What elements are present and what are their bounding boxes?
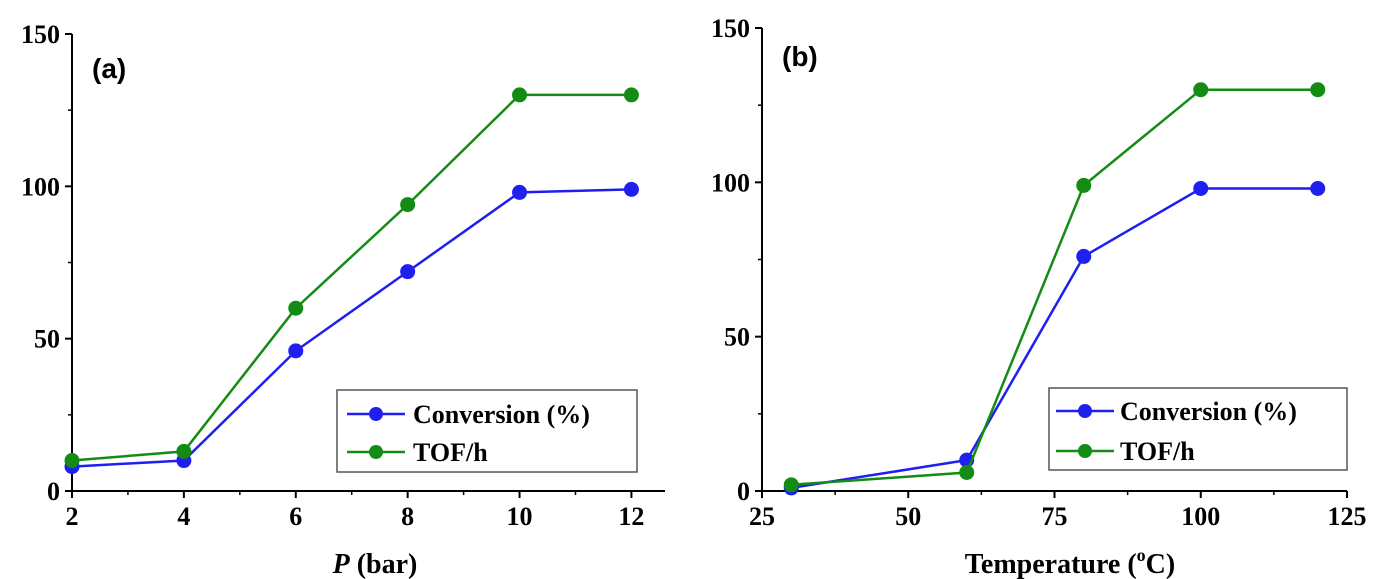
panel-a-x-tick-label: 2 [66, 502, 79, 531]
panel-b-y-tick-label: 0 [737, 477, 750, 506]
panel-a-point-tof [288, 300, 304, 316]
panel-a-point-tof [623, 87, 639, 103]
panel-b-xlabel-end: C) [1146, 549, 1176, 579]
panel-b-y-tick-label: 100 [711, 168, 750, 197]
panel-b-y-tick-label: 50 [724, 323, 750, 352]
panel-a-y-tick-label: 0 [47, 477, 60, 506]
panel-a-point-conversion [400, 264, 416, 280]
panel-b-x-tick-label: 50 [895, 502, 921, 531]
panel-b-xlabel-sup: o [1137, 545, 1146, 565]
panel-b-point-tof [1310, 82, 1326, 98]
panel-a-legend-marker-conversion [369, 407, 383, 421]
panel-a-x-tick-label: 6 [289, 502, 302, 531]
panel-a-xlabel: P (bar) [332, 549, 418, 579]
panel-a-point-conversion [623, 181, 639, 197]
panel-a-series-line-tof [71, 93, 632, 462]
panel-b-x-tick-label: 25 [749, 502, 775, 531]
panel-b-legend-box [1048, 387, 1348, 471]
panel-a-point-conversion [288, 343, 304, 359]
panel-b-xlabel: Temperature (oC) [965, 545, 1175, 579]
panel-b-legend-label-conversion: Conversion (%) [1120, 397, 1297, 426]
panel-b-point-tof [1076, 177, 1092, 193]
panel-b-x-tick-label: 125 [1328, 502, 1367, 531]
panel-a-x-tick-label: 8 [401, 502, 414, 531]
panel-b-legend-label-tof: TOF/h [1120, 437, 1195, 466]
panel-a-xlabel-var: P [332, 549, 351, 579]
panel-b-point-tof [783, 477, 799, 493]
panel-b-point-conversion [1310, 181, 1326, 197]
panel-a-y-tick-label: 50 [34, 325, 60, 354]
panel-b-point-tof [1193, 82, 1209, 98]
panel-b-legend-marker-conversion [1078, 404, 1092, 418]
panel-b-xlabel-main: Temperature ( [965, 549, 1137, 579]
panel-a-x-tick-label: 4 [177, 502, 190, 531]
panel-a-x-tick-label: 10 [507, 502, 533, 531]
panel-a-label: (a) [92, 53, 126, 84]
panel-b-x-tick-label: 100 [1181, 502, 1220, 531]
panel-a-legend-label-conversion: Conversion (%) [413, 400, 590, 429]
panel-a-point-conversion [512, 184, 528, 200]
panel-a-y-tick-label: 100 [21, 172, 60, 201]
panel-a-point-tof [64, 453, 80, 469]
panel-a-point-tof [400, 197, 416, 213]
panel-b-legend: Conversion (%) TOF/h [1048, 387, 1348, 471]
panel-b-point-conversion [1076, 248, 1092, 264]
panel-b-y-tick-label: 150 [711, 14, 750, 43]
panel-b-legend-marker-tof [1078, 444, 1092, 458]
panel-b-label: (b) [782, 41, 818, 72]
panel-a-x-tick-label: 12 [618, 502, 644, 531]
panel-a-legend: Conversion (%) TOF/h [336, 389, 638, 473]
panel-a-series-line-conversion [71, 188, 632, 468]
panel-a-chart: (a) P (bar) 0 50 100 150 2 4 6 8 10 12 Conversion… [21, 20, 665, 579]
panel-b-point-tof [959, 464, 975, 480]
panel-a-legend-label-tof: TOF/h [413, 438, 488, 467]
panel-a-y-tick-label: 150 [21, 20, 60, 49]
panel-a-xlabel-unit: (bar) [350, 549, 418, 579]
panel-b-chart: (b) Temperature (oC) 0 50 100 150 25 50 75 100 1… [711, 14, 1367, 579]
panel-b-x-tick-label: 75 [1042, 502, 1068, 531]
panel-a-legend-box [336, 389, 638, 473]
panel-a-point-tof [512, 87, 528, 103]
panel-a-legend-marker-tof [369, 445, 383, 459]
panel-b-point-conversion [1193, 181, 1209, 197]
panel-a-point-tof [176, 443, 192, 459]
